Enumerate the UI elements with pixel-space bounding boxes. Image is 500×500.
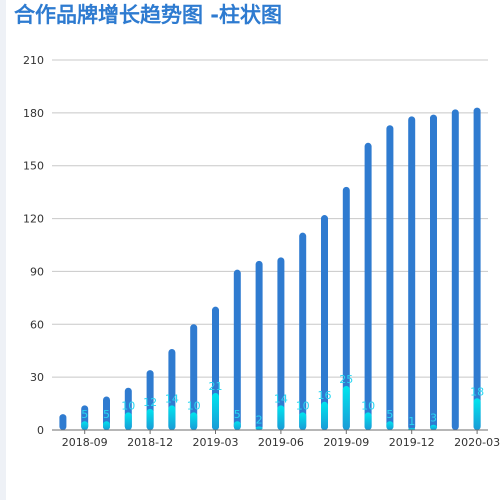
x-tick-label: 2019-03: [193, 436, 239, 449]
new-brand-value-label: 16: [318, 389, 332, 402]
y-tick-label: 150: [23, 160, 44, 173]
new-brand-value-label: 5: [386, 408, 393, 421]
total-bar: [59, 414, 67, 430]
new-brand-bar: [430, 424, 437, 430]
new-brand-value-label: 3: [430, 412, 437, 425]
y-tick-label: 90: [30, 265, 44, 278]
new-brand-bar: [473, 398, 481, 430]
new-brand-bar: [364, 412, 372, 430]
new-brand-bar: [103, 421, 110, 430]
x-tick-label: 2019-12: [389, 436, 435, 449]
new-brand-value-labels: 5 5 10 12 14 10 21 5 2 14 10 16 25 10 5 1 3 18: [81, 373, 484, 428]
total-bar: [103, 396, 110, 430]
new-brand-bar: [81, 421, 89, 430]
new-brand-value-label: 10: [187, 399, 201, 412]
new-brand-value-label: 1: [408, 415, 415, 428]
y-axis-tick-labels: 0 30 60 90 120 150 180 210: [23, 54, 44, 437]
total-bar: [233, 269, 241, 430]
new-brand-value-label: 10: [296, 399, 310, 412]
total-bar: [321, 215, 328, 430]
new-brand-bar: [342, 385, 350, 430]
new-brand-bar: [277, 405, 285, 430]
new-brand-bar: [124, 412, 132, 430]
total-bar: [473, 107, 481, 431]
new-brand-value-label: 18: [470, 385, 484, 398]
new-brand-bar: [321, 401, 328, 430]
y-tick-label: 120: [23, 213, 44, 226]
new-brand-bar: [190, 412, 198, 430]
x-tick-label: 2019-09: [323, 436, 369, 449]
x-tick-label: 2019-06: [258, 436, 304, 449]
new-brand-bar: [168, 405, 176, 430]
total-bar: [451, 109, 459, 430]
new-brand-bar: [386, 421, 394, 430]
new-brand-value-label: 14: [274, 392, 288, 405]
new-brand-value-label: 12: [143, 396, 157, 409]
x-axis: [52, 429, 488, 434]
new-brand-value-label: 14: [165, 392, 179, 405]
bars: [59, 107, 481, 431]
new-brand-bar: [233, 421, 241, 430]
new-brand-value-label: 2: [256, 413, 263, 426]
new-brand-bar: [146, 408, 154, 430]
total-bar: [430, 114, 437, 430]
total-bar: [364, 142, 372, 431]
y-tick-label: 0: [37, 424, 44, 437]
y-tick-label: 180: [23, 107, 44, 120]
x-axis-tick-labels: 2018-09 2018-12 2019-03 2019-06 2019-09 2019-…: [62, 436, 500, 449]
x-tick-label: 2018-12: [127, 436, 173, 449]
new-brand-value-label: 5: [103, 408, 110, 421]
total-bar: [386, 125, 394, 430]
total-bar: [299, 232, 307, 430]
x-tick-label: 2020-03: [454, 436, 500, 449]
y-tick-label: 60: [30, 318, 44, 331]
y-tick-label: 30: [30, 371, 44, 384]
new-brand-value-label: 21: [209, 380, 223, 393]
new-brand-value-label: 5: [81, 408, 88, 421]
new-brand-bar: [212, 393, 219, 430]
y-tick-label: 210: [23, 54, 44, 67]
new-brand-bar: [299, 412, 307, 430]
total-bar: [190, 324, 198, 430]
new-brand-value-label: 5: [234, 408, 241, 421]
chart-title: 合作品牌增长趋势图 -柱状图: [14, 3, 283, 27]
x-tick-label: 2018-09: [62, 436, 108, 449]
total-bar: [342, 186, 350, 430]
total-bar: [255, 260, 263, 430]
new-brand-value-label: 25: [339, 373, 353, 386]
new-brand-value-label: 10: [121, 399, 135, 412]
new-brand-bar: [255, 426, 263, 430]
new-brand-value-label: 10: [361, 399, 375, 412]
grid-lines: [52, 59, 488, 378]
left-sidebar-strip: [0, 0, 6, 500]
total-bar: [408, 116, 416, 430]
total-bar: [277, 257, 285, 430]
